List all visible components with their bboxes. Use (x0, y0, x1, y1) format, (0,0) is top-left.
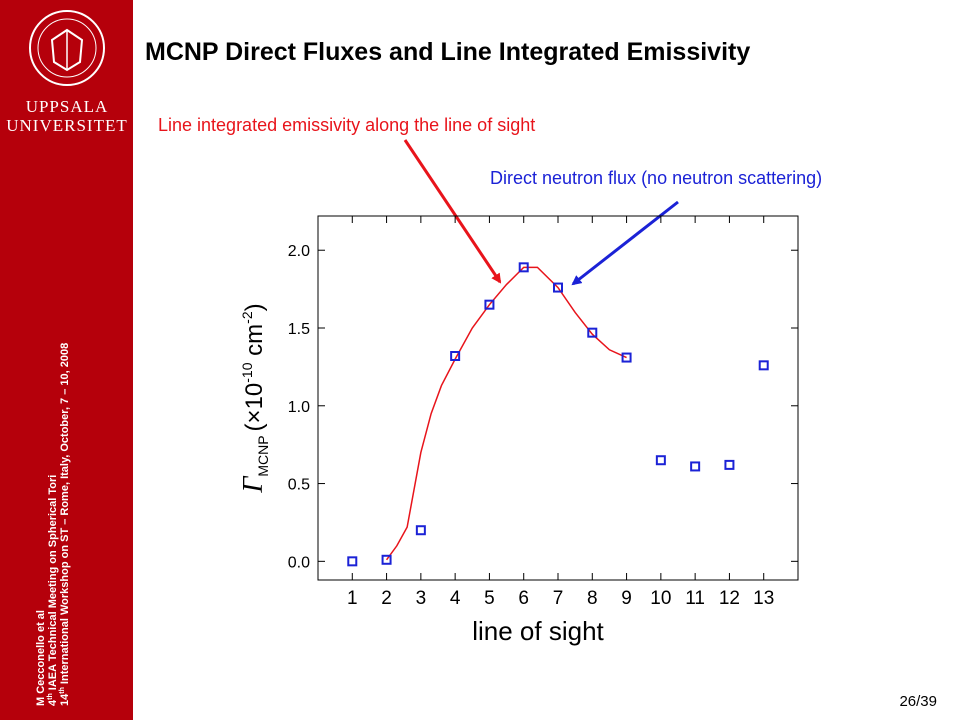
text: International Workshop on ST – Rome, Ita… (59, 343, 71, 687)
point (621, 352, 632, 363)
y-label-part: ) (241, 303, 268, 311)
x-tick-label: 5 (484, 588, 495, 609)
point (484, 299, 495, 310)
point (655, 455, 666, 466)
y-tick-label: 0.0 (288, 554, 310, 571)
sup: th (47, 693, 54, 700)
y-tick-label: 0.5 (288, 477, 310, 494)
x-tick-label: 3 (416, 588, 427, 609)
x-tick-label: 2 (381, 588, 392, 609)
x-tick-label: 10 (650, 588, 671, 609)
point (553, 282, 563, 293)
annotation: Direct neutron flux (no neutron scatteri… (490, 168, 822, 188)
sidebar (0, 0, 133, 720)
point (347, 556, 358, 567)
x-axis-label: line of sight (472, 616, 604, 646)
y-tick-label: 1.5 (288, 321, 310, 338)
x-tick-label: 9 (621, 588, 632, 609)
point (450, 351, 461, 361)
x-tick-label: 11 (685, 588, 705, 609)
x-tick-label: 6 (518, 588, 529, 609)
y-label-part: Γ (238, 476, 269, 494)
y-tick-label: 1.0 (288, 399, 310, 416)
point (518, 262, 529, 273)
num: 14 (59, 693, 71, 706)
x-tick-label: 13 (753, 588, 774, 609)
line-series (385, 266, 627, 561)
num: 4 (47, 699, 59, 706)
point (381, 554, 392, 565)
workshop: 14th International Workshop on ST – Rome… (59, 343, 71, 706)
x-tick-label: 7 (553, 588, 564, 609)
text: IAEA Technical Meeting on Spherical Tori (47, 475, 59, 694)
slide-title: MCNP Direct Fluxes and Line Integrated E… (145, 38, 750, 66)
y-label-part: MCNP (255, 435, 271, 476)
sup: th (59, 687, 66, 694)
sidebar-text: M Cecconello et al 4th IAEA Technical Me… (35, 343, 71, 706)
y-label-part: -2 (239, 311, 255, 324)
annotation: Line integrated emissivity along the lin… (158, 115, 535, 135)
y-label-part: (×10 (241, 383, 268, 432)
x-tick-label: 8 (587, 588, 598, 609)
x-tick-label: 1 (347, 588, 358, 609)
y-tick-label: 2.0 (288, 243, 310, 260)
y-label-part: cm (241, 324, 268, 363)
annotation-arrow (403, 139, 502, 284)
plot-frame (317, 215, 799, 581)
y-axis-label: ΓMCNP (×10-10 cm-2) (238, 303, 271, 493)
logo-text: UNIVERSITET (6, 116, 127, 135)
point (690, 461, 701, 472)
x-tick-label: 12 (719, 588, 740, 609)
point (415, 525, 426, 536)
logo-text: UPPSALA (26, 97, 109, 116)
point (587, 327, 598, 338)
x-tick-label: 4 (450, 588, 461, 609)
author: M Cecconello et al (35, 610, 47, 706)
meeting: 4th IAEA Technical Meeting on Spherical … (47, 475, 59, 706)
page-number: 26/39 (899, 693, 937, 710)
annotation-arrow (571, 200, 679, 286)
point (724, 459, 735, 470)
logo-seal (29, 10, 105, 86)
point (758, 360, 769, 371)
y-label-part: -10 (239, 362, 255, 382)
